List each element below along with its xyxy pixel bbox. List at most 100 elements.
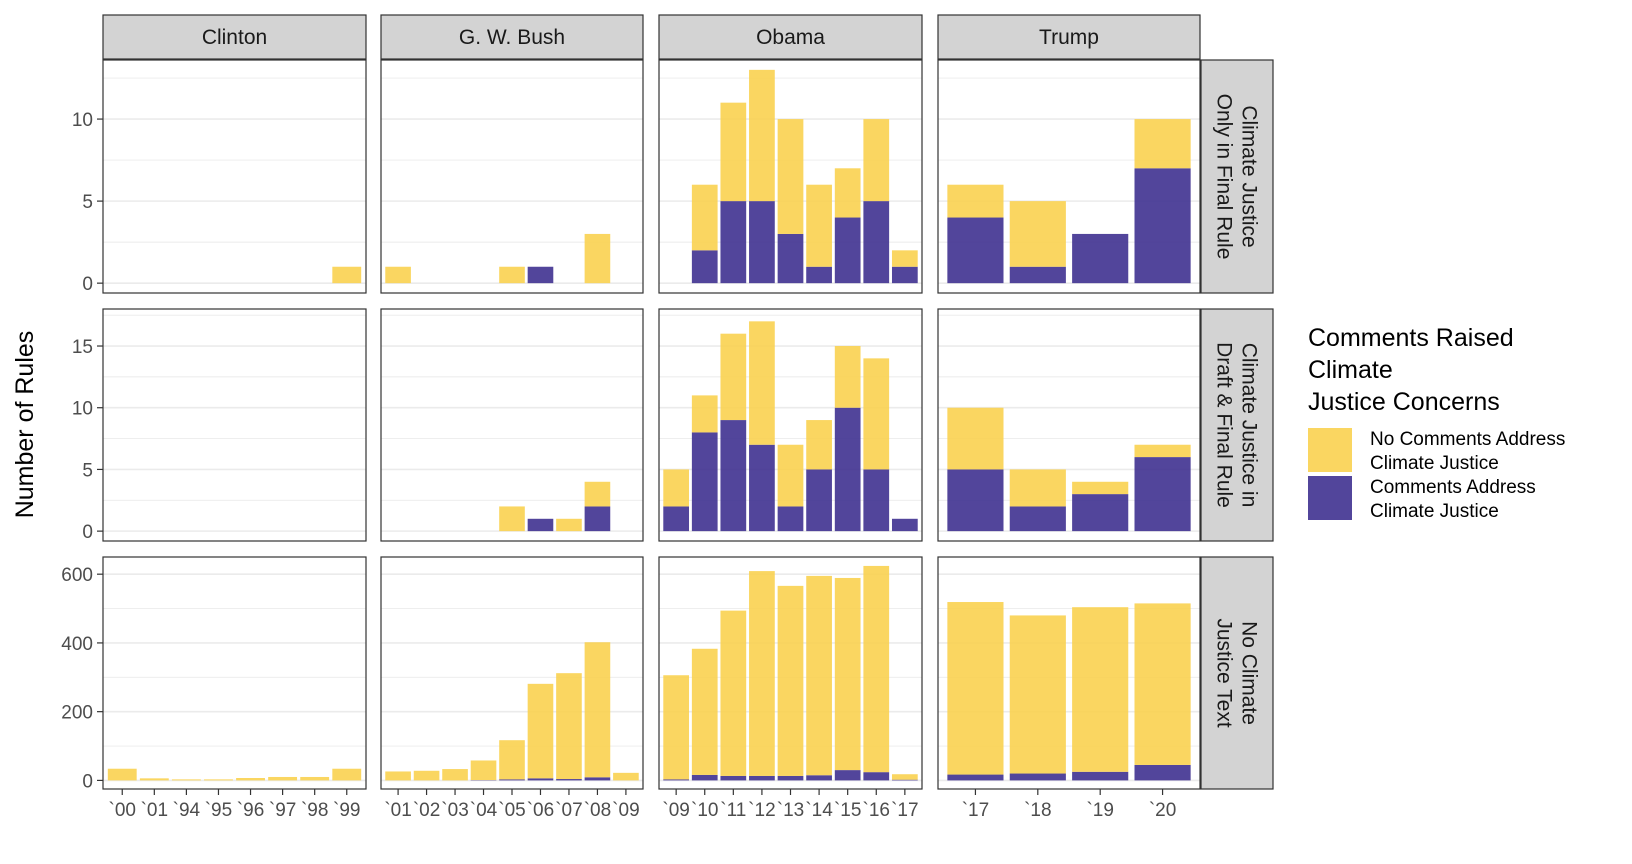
panel xyxy=(937,308,1201,542)
bar-no-comments xyxy=(691,395,718,433)
bar-no-comments xyxy=(777,119,804,234)
legend-label-line: No Comments Address xyxy=(1370,429,1566,450)
bar-no-comments xyxy=(749,69,775,202)
bar-no-comments xyxy=(1134,603,1191,765)
legend-label-comments: Comments Address Climate Justice xyxy=(1370,476,1630,524)
bar-no-comments xyxy=(806,184,832,267)
bar-comments xyxy=(891,518,918,532)
bar-no-comments xyxy=(1134,444,1191,458)
x-tick-label: `20 xyxy=(1149,800,1176,821)
row-strip-label-line: Only in Final Rule xyxy=(1213,94,1236,260)
row-strip-label-line: No Climate xyxy=(1238,621,1261,725)
legend-swatch-comments xyxy=(1308,476,1352,520)
legend-label-line: Climate Justice xyxy=(1370,453,1499,474)
panel xyxy=(658,308,923,542)
bar-comments xyxy=(1134,457,1191,532)
legend-title-line: Justice Concerns xyxy=(1308,388,1500,416)
bar-no-comments xyxy=(470,760,497,781)
legend-item-no-comments: No Comments Address Climate Justice xyxy=(1308,428,1568,476)
bar-comments xyxy=(584,777,611,781)
legend-label-no-comments: No Comments Address Climate Justice xyxy=(1370,428,1630,476)
bar-no-comments xyxy=(332,768,362,781)
bar-no-comments xyxy=(1072,481,1129,495)
x-tick-label: `09 xyxy=(662,800,689,821)
column-strip-label: Trump xyxy=(1039,26,1099,49)
bar-no-comments xyxy=(499,266,525,284)
panel-border xyxy=(658,308,923,542)
bar-no-comments xyxy=(777,585,804,776)
bar-no-comments xyxy=(834,577,861,771)
panel xyxy=(937,59,1201,294)
panel-border xyxy=(102,59,367,294)
bar-no-comments xyxy=(613,772,639,781)
bar-no-comments xyxy=(442,769,468,781)
bar-comments xyxy=(749,444,775,532)
bar-no-comments xyxy=(806,420,832,470)
x-tick-label: `03 xyxy=(441,800,468,821)
x-tick-label: `15 xyxy=(834,800,861,821)
bar-comments xyxy=(1134,764,1191,781)
bar-comments xyxy=(1072,233,1129,284)
x-tick-label: `16 xyxy=(863,800,890,821)
bar-no-comments xyxy=(1009,469,1066,507)
column-strip-label: Obama xyxy=(756,26,825,49)
bar-comments xyxy=(1134,168,1191,284)
panel-border xyxy=(937,59,1201,294)
y-tick-label: 5 xyxy=(82,192,93,213)
bar-no-comments xyxy=(385,771,411,781)
bar-no-comments xyxy=(863,565,890,773)
bar-no-comments xyxy=(749,321,775,445)
bar-comments xyxy=(806,469,832,532)
bar-no-comments xyxy=(691,648,718,775)
bar-no-comments xyxy=(947,602,1004,775)
bar-comments xyxy=(584,506,611,532)
bar-comments xyxy=(863,201,890,284)
y-tick-label: 0 xyxy=(82,771,93,792)
bar-no-comments xyxy=(663,675,690,780)
bar-no-comments xyxy=(527,683,554,779)
x-tick-label: `10 xyxy=(691,800,718,821)
x-tick-label: `07 xyxy=(555,800,582,821)
y-tick-label: 10 xyxy=(72,110,93,131)
y-tick-label: 0 xyxy=(82,522,93,543)
bar-no-comments xyxy=(863,358,890,470)
x-tick-label: `06 xyxy=(527,800,554,821)
bar-comments xyxy=(1072,494,1129,532)
y-axis-title: Number of Rules xyxy=(11,331,39,519)
bar-no-comments xyxy=(107,768,137,781)
bar-no-comments xyxy=(139,778,169,781)
bar-no-comments xyxy=(1009,201,1066,267)
panel-border xyxy=(658,59,923,294)
bar-comments xyxy=(863,772,890,781)
y-tick-label: 600 xyxy=(61,565,93,586)
bar-comments xyxy=(806,266,832,284)
bar-no-comments xyxy=(499,740,525,780)
panel xyxy=(102,59,367,294)
x-tick-label: `96 xyxy=(237,800,264,821)
x-tick-label: `97 xyxy=(269,800,296,821)
panel-border xyxy=(937,308,1201,542)
bar-comments xyxy=(749,201,775,284)
column-strip-label: G. W. Bush xyxy=(459,26,565,49)
bar-comments xyxy=(834,217,861,284)
bar-no-comments xyxy=(1072,607,1129,772)
x-tick-label: `01 xyxy=(384,800,411,821)
x-tick-label: `14 xyxy=(805,800,833,821)
bar-no-comments xyxy=(236,778,265,781)
panel xyxy=(380,556,644,790)
y-tick-label: 0 xyxy=(82,274,93,295)
legend-title-line: Climate xyxy=(1308,356,1393,384)
row-strip xyxy=(1200,308,1274,542)
row-strip xyxy=(1200,556,1274,790)
panel xyxy=(658,59,923,294)
x-tick-label: `08 xyxy=(584,800,611,821)
panel-border xyxy=(380,59,644,294)
bar-no-comments xyxy=(834,168,861,218)
bar-no-comments xyxy=(720,333,747,421)
x-tick-label: `05 xyxy=(498,800,525,821)
x-tick-label: `18 xyxy=(1024,800,1051,821)
bar-no-comments xyxy=(947,407,1004,470)
row-strip-label-line: Justice Text xyxy=(1213,618,1236,727)
bar-no-comments xyxy=(720,610,747,776)
bar-no-comments xyxy=(691,184,718,251)
